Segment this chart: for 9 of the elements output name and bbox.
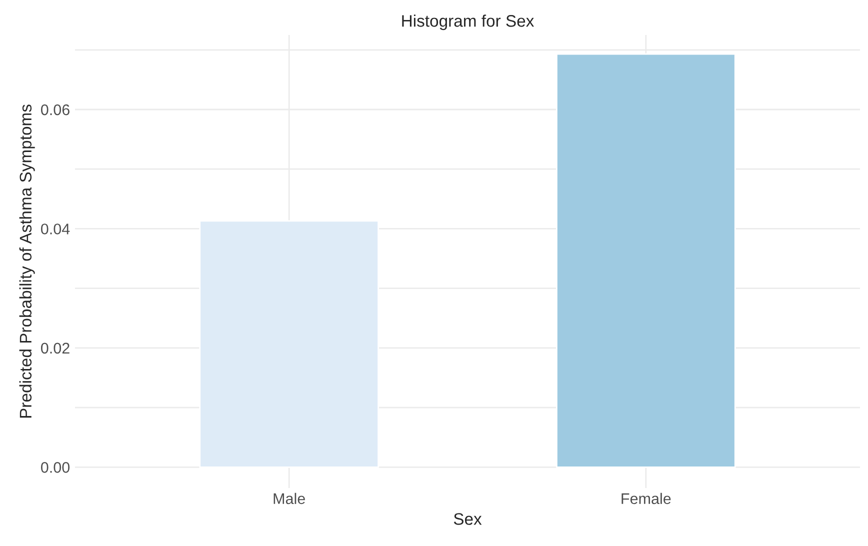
- text: 0.00: [41, 462, 70, 473]
- x-axis-title: Sex: [454, 513, 482, 525]
- y-tick-label: 0.02: [41, 342, 70, 354]
- y-tick-label: 0.06: [41, 104, 70, 116]
- y-axis-title: Predicted Probability of Asthma Symptoms: [19, 104, 35, 418]
- x-tick-label: Female: [622, 492, 671, 504]
- y-tick-label: 0.04: [41, 224, 70, 234]
- x-tick-label: Male: [274, 492, 305, 504]
- chart-title: Histogram for Sex: [402, 14, 534, 30]
